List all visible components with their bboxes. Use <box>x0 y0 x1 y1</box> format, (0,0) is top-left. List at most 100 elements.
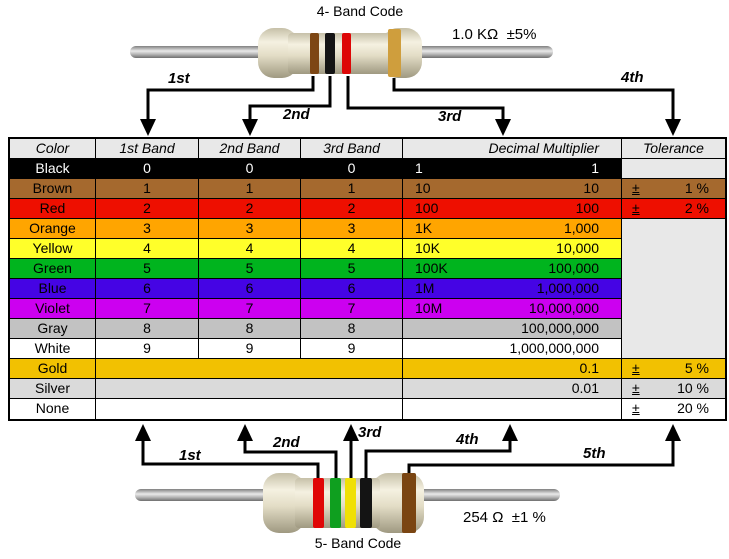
tolerance-cell: ±1 % <box>622 179 725 199</box>
band1-digit: 5 <box>96 259 199 279</box>
band2-digit: 3 <box>199 219 301 239</box>
multiplier-cell: 0.01 <box>403 379 622 399</box>
band3-digit: 9 <box>301 339 403 359</box>
color-name: Blue <box>10 279 96 299</box>
table-header-row: Color 1st Band 2nd Band 3rd Band Decimal… <box>10 139 725 159</box>
bottom-arrow-label-2nd: 2nd <box>273 434 300 451</box>
table-row-white: White 9 9 9 1,000,000,000 <box>10 339 725 359</box>
band-brown <box>310 33 319 74</box>
table-row-silver: Silver 0.01 ±10 % <box>10 379 725 399</box>
tolerance-cell: ±10 % <box>622 379 725 399</box>
bottom-arrow-label-4th: 4th <box>456 431 479 448</box>
tolerance-cell: ±20 % <box>632 400 709 416</box>
bottom-arrow-label-1st: 1st <box>179 447 201 464</box>
color-name: Green <box>10 259 96 279</box>
band1-digit: 2 <box>96 199 199 219</box>
four-band-title: 4- Band Code <box>316 3 404 19</box>
band3-digit: 4 <box>301 239 403 259</box>
band3-digit: 5 <box>301 259 403 279</box>
top-arrow-label-3rd: 3rd <box>438 108 462 125</box>
arrowhead-up <box>502 424 518 441</box>
band1-digit: 0 <box>96 159 199 179</box>
arrowhead-up <box>135 424 151 441</box>
arrowhead-down <box>495 119 511 136</box>
table-row-gold: Gold 0.1 ±5 % <box>10 359 725 379</box>
multiplier-cell: 10K 10,000 <box>403 239 622 259</box>
color-name: Silver <box>10 379 96 399</box>
merged-band-cell <box>96 399 403 419</box>
band-black <box>360 478 372 528</box>
color-name: None <box>10 399 96 419</box>
table-row-green: Green 5 5 5 100K 100,000 <box>10 259 725 279</box>
color-name: Yellow <box>10 239 96 259</box>
tolerance-cell <box>622 339 725 359</box>
color-name: Black <box>10 159 96 179</box>
band2-digit: 9 <box>199 339 301 359</box>
multiplier-cell: 1K 1,000 <box>403 219 622 239</box>
bottom-arrow-label-5th: 5th <box>583 445 606 462</box>
band-brown <box>402 473 416 533</box>
tolerance-cell <box>622 279 725 299</box>
band3-digit: 2 <box>301 199 403 219</box>
color-code-table: Color 1st Band 2nd Band 3rd Band Decimal… <box>8 137 727 421</box>
tolerance-cell <box>622 319 725 339</box>
color-name: Red <box>10 199 96 219</box>
band3-digit: 7 <box>301 299 403 319</box>
multiplier-cell: 100 100 <box>403 199 622 219</box>
tolerance-cell <box>622 239 725 259</box>
band1-digit: 1 <box>96 179 199 199</box>
table-row-gray: Gray 8 8 8 100,000,000 <box>10 319 725 339</box>
band-yellow <box>345 478 356 528</box>
top-arrow-label-2nd: 2nd <box>283 106 310 123</box>
band2-digit: 7 <box>199 299 301 319</box>
arrowhead-down <box>140 119 156 136</box>
color-name: Orange <box>10 219 96 239</box>
five-band-title: 5- Band Code <box>314 535 402 551</box>
resistor-body <box>288 33 394 74</box>
band2-digit: 0 <box>199 159 301 179</box>
header-1st-band: 1st Band <box>96 139 199 159</box>
color-name: Gold <box>10 359 96 379</box>
header-tolerance: Tolerance <box>622 139 725 159</box>
color-name: Violet <box>10 299 96 319</box>
multiplier-cell: 10M 10,000,000 <box>403 299 622 319</box>
band3-digit: 6 <box>301 279 403 299</box>
four-band-value-label: 1.0 KΩ ±5% <box>452 26 537 43</box>
header-color: Color <box>10 139 96 159</box>
tolerance-cell: ±5 % <box>622 359 725 379</box>
tolerance-cell: ±2 % <box>622 199 725 219</box>
bottom-arrow-label-3rd: 3rd <box>358 424 382 441</box>
band3-digit: 1 <box>301 179 403 199</box>
band-red <box>313 478 324 528</box>
band2-digit: 6 <box>199 279 301 299</box>
table-row-red: Red 2 2 2 100 100 ±2 % <box>10 199 725 219</box>
multiplier-cell: 0.1 <box>403 359 622 379</box>
multiplier-cell: 10 10 <box>403 179 622 199</box>
header-3rd-band: 3rd Band <box>301 139 403 159</box>
arrowhead-down <box>665 119 681 136</box>
table-row-none: None ±20 % <box>10 399 725 419</box>
color-name: White <box>10 339 96 359</box>
band2-digit: 4 <box>199 239 301 259</box>
arrowhead-up <box>343 424 359 441</box>
band1-digit: 8 <box>96 319 199 339</box>
band-green <box>330 478 341 528</box>
multiplier-cell: 100K 100,000 <box>403 259 622 279</box>
top-arrow-label-4th: 4th <box>621 69 644 86</box>
band3-digit: 0 <box>301 159 403 179</box>
band1-digit: 9 <box>96 339 199 359</box>
band2-digit: 8 <box>199 319 301 339</box>
band2-digit: 2 <box>199 199 301 219</box>
tolerance-cell <box>622 259 725 279</box>
band-red <box>342 33 351 74</box>
color-name: Gray <box>10 319 96 339</box>
band3-digit: 3 <box>301 219 403 239</box>
arrowhead-down <box>242 119 258 136</box>
multiplier-long: 1 <box>591 160 599 176</box>
table-row-violet: Violet 7 7 7 10M 10,000,000 <box>10 299 725 319</box>
band-gold <box>388 29 401 77</box>
header-2nd-band: 2nd Band <box>199 139 301 159</box>
